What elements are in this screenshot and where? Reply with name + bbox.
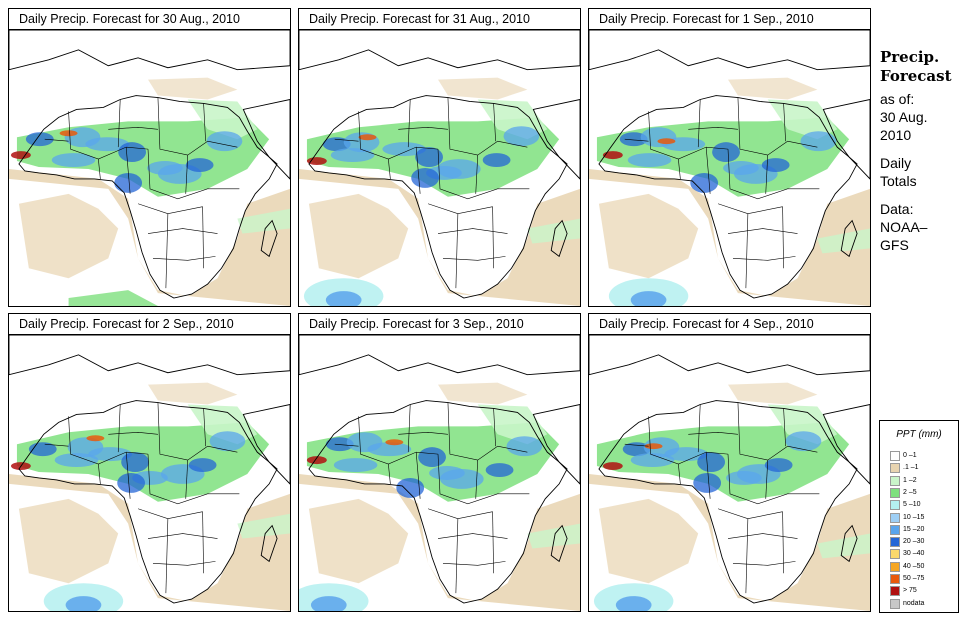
as-of-date-line2: 2010 (880, 127, 912, 143)
legend-swatch (890, 463, 900, 474)
legend-label: 0 –1 (903, 452, 917, 459)
legend-label: > 75 (903, 587, 917, 595)
legend-swatch (890, 451, 900, 461)
legend-title: PPT (mm) (896, 429, 942, 440)
africa-precip-map (588, 334, 871, 612)
forecast-panel: Daily Precip. Forecast for 1 Sep., 2010 (588, 8, 871, 307)
panel-title: Daily Precip. Forecast for 30 Aug., 2010 (8, 8, 291, 30)
coastlines (9, 335, 290, 604)
coastlines (9, 30, 290, 299)
as-of-label: as of: (880, 91, 915, 107)
precip-legend: PPT (mm) 0 –1 .1 –1 1 –2 2 –5 5 –10 10 –15 15 … (879, 420, 959, 613)
legend-label: 1 –2 (903, 476, 917, 484)
legend-label: 30 –40 (903, 550, 925, 558)
precip-field (299, 382, 580, 611)
legend-swatch (890, 549, 900, 560)
country-borders (44, 97, 240, 289)
panel-title: Daily Precip. Forecast for 4 Sep., 2010 (588, 313, 871, 335)
caption-title-line1: Precip. (880, 48, 940, 66)
legend-swatch (890, 561, 900, 572)
coastlines (589, 30, 870, 299)
country-borders (44, 402, 240, 594)
legend-label: 15 –20 (903, 525, 925, 533)
africa-precip-map (298, 29, 581, 307)
legend-swatch (890, 475, 900, 486)
coastlines (299, 30, 580, 299)
country-borders (624, 402, 820, 594)
panel-title: Daily Precip. Forecast for 31 Aug., 2010 (298, 8, 581, 30)
caption-title-line2: Forecast (880, 67, 952, 85)
legend-swatch (890, 586, 900, 597)
africa-precip-map (588, 29, 871, 307)
country-borders (334, 97, 530, 289)
forecast-panel: Daily Precip. Forecast for 4 Sep., 2010 (588, 313, 871, 612)
panel-title: Daily Precip. Forecast for 3 Sep., 2010 (298, 313, 581, 335)
legend-swatch (890, 574, 900, 584)
country-borders (624, 97, 820, 289)
legend-swatch (890, 537, 900, 548)
precip-field (589, 77, 870, 306)
forecast-panel: Daily Precip. Forecast for 2 Sep., 2010 (8, 313, 291, 612)
forecast-panel: Daily Precip. Forecast for 30 Aug., 2010 (8, 8, 291, 307)
legend-swatch (890, 512, 900, 523)
africa-precip-map (8, 29, 291, 307)
africa-precip-map (298, 334, 581, 612)
legend-label: 40 –50 (903, 562, 925, 570)
legend-label: 50 –75 (903, 575, 925, 582)
legend-swatch (890, 598, 900, 609)
data-source-line3: GFS (880, 237, 909, 253)
country-borders (334, 402, 530, 594)
legend-label: nodata (903, 599, 925, 607)
legend-label: .1 –1 (903, 464, 919, 472)
coastlines (299, 335, 580, 604)
legend-swatch (890, 524, 900, 535)
coastlines (589, 335, 870, 604)
forecast-panel: Daily Precip. Forecast for 31 Aug., 2010 (298, 8, 581, 307)
side-caption: Precip. Forecast as of: 30 Aug. 2010 Dai… (880, 48, 965, 254)
africa-precip-map (8, 334, 291, 612)
legend-label: 10 –15 (903, 513, 925, 521)
legend-swatch (890, 487, 900, 498)
legend-label: 5 –10 (903, 501, 921, 509)
legend-label: 2 –5 (903, 488, 917, 496)
precip-field (589, 382, 870, 611)
precip-field (9, 77, 290, 306)
data-source-label: Data: (880, 201, 914, 217)
precip-field (9, 382, 290, 611)
daily-label-line2: Totals (880, 173, 917, 189)
daily-label-line1: Daily (880, 155, 912, 171)
as-of-date-line1: 30 Aug. (880, 109, 928, 125)
panel-title: Daily Precip. Forecast for 2 Sep., 2010 (8, 313, 291, 335)
legend-label: 20 –30 (903, 538, 925, 546)
data-source-line2: NOAA– (880, 219, 928, 235)
precip-field (299, 77, 580, 306)
panel-title: Daily Precip. Forecast for 1 Sep., 2010 (588, 8, 871, 30)
forecast-panel: Daily Precip. Forecast for 3 Sep., 2010 (298, 313, 581, 612)
legend-swatch (890, 500, 900, 511)
